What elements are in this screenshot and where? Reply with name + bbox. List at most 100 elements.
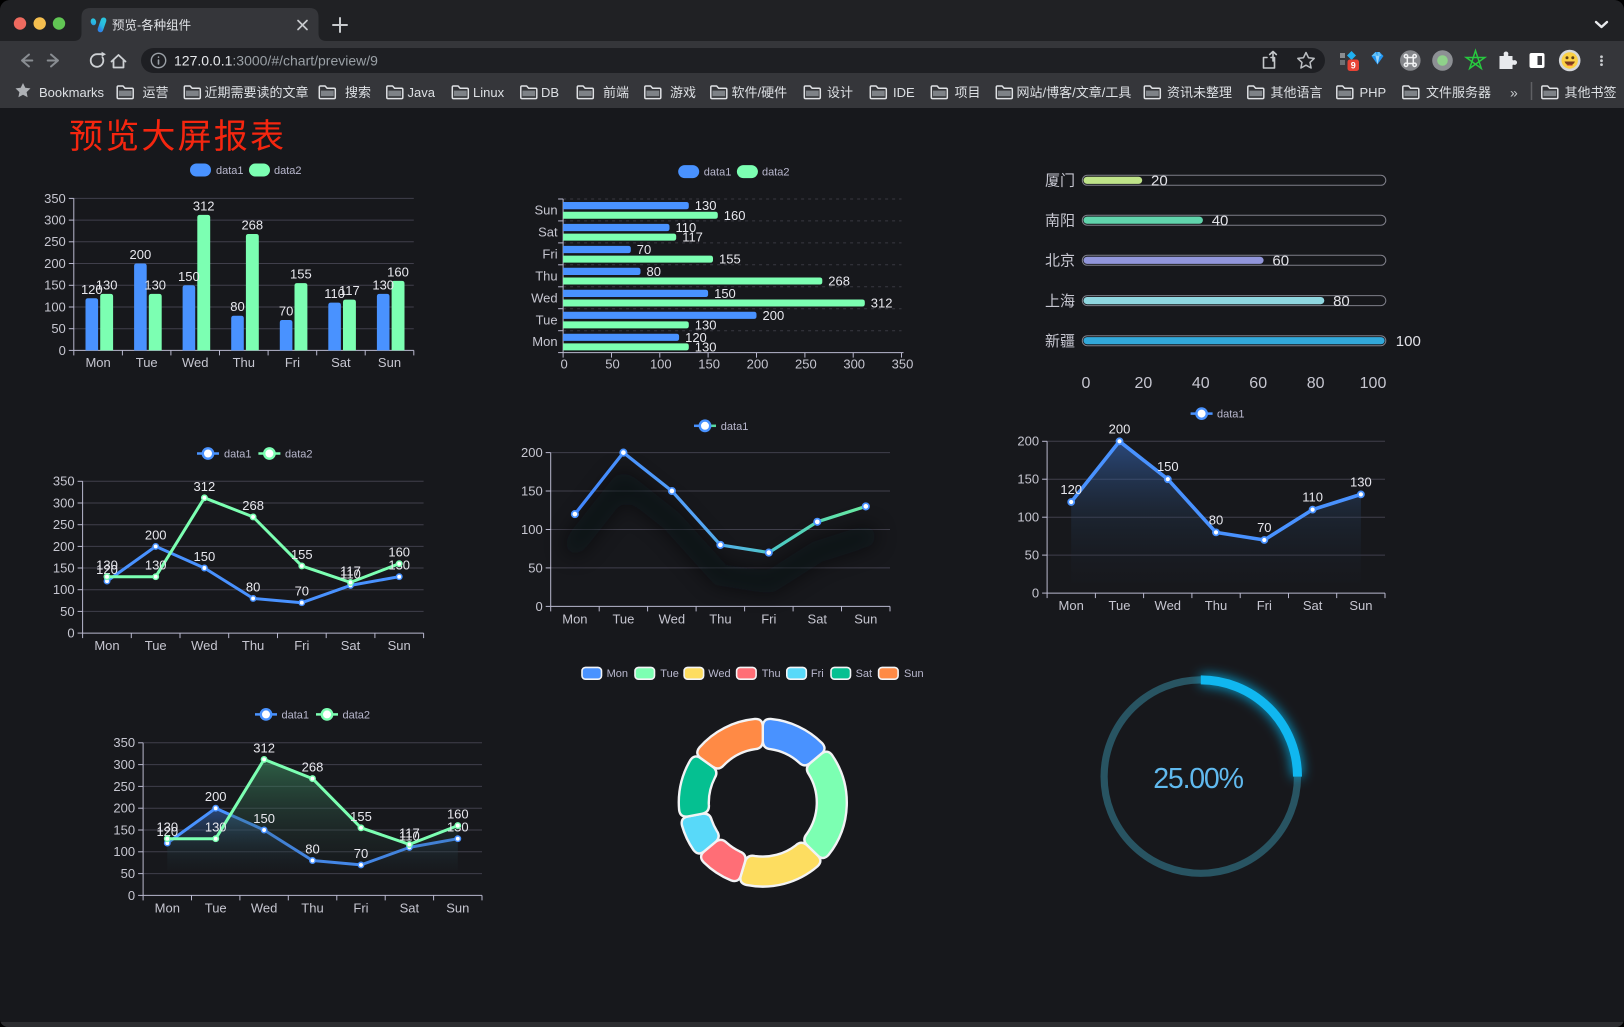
svg-text:data1: data1	[282, 710, 310, 722]
svg-text:117: 117	[339, 283, 360, 298]
svg-text:200: 200	[130, 247, 152, 262]
svg-text:Mon: Mon	[532, 334, 557, 349]
svg-text:150: 150	[1017, 472, 1039, 487]
svg-text:100: 100	[521, 522, 543, 537]
svg-text:312: 312	[193, 198, 215, 213]
svg-text:130: 130	[205, 820, 227, 835]
svg-text:300: 300	[113, 757, 135, 772]
svg-text:50: 50	[605, 357, 619, 372]
svg-text:250: 250	[44, 234, 66, 249]
svg-text:70: 70	[354, 846, 368, 861]
svg-text:Tue: Tue	[1109, 598, 1131, 613]
svg-text:Sat: Sat	[856, 668, 873, 680]
svg-text:Mon: Mon	[155, 900, 180, 915]
svg-text:60: 60	[1249, 375, 1267, 392]
svg-text:Thu: Thu	[301, 900, 323, 915]
svg-text:Thu: Thu	[762, 668, 781, 680]
svg-text:0: 0	[535, 599, 542, 614]
svg-text:IDE: IDE	[893, 85, 915, 100]
svg-text:Sun: Sun	[446, 900, 469, 915]
svg-text:Mon: Mon	[607, 668, 628, 680]
svg-text:DB: DB	[541, 85, 559, 100]
svg-text:Wed: Wed	[1155, 598, 1182, 613]
svg-text:200: 200	[1017, 434, 1039, 449]
svg-text:110: 110	[324, 286, 345, 301]
svg-text:130: 130	[145, 558, 167, 573]
svg-text:150: 150	[698, 357, 720, 372]
svg-text:其他书签: 其他书签	[1565, 85, 1617, 100]
svg-text:150: 150	[44, 278, 66, 293]
svg-text:200: 200	[53, 539, 75, 554]
svg-text:软件/硬件: 软件/硬件	[732, 85, 788, 100]
svg-text:312: 312	[253, 740, 275, 755]
svg-text:150: 150	[1157, 459, 1179, 474]
svg-text:Fri: Fri	[353, 900, 368, 915]
svg-text:Sun: Sun	[1349, 598, 1372, 613]
svg-text:130: 130	[695, 318, 717, 333]
svg-text:0: 0	[560, 357, 567, 372]
svg-text:155: 155	[350, 809, 372, 824]
svg-text:Sun: Sun	[534, 203, 557, 218]
svg-text:80: 80	[647, 264, 661, 279]
svg-text:350: 350	[892, 357, 914, 372]
svg-text:110: 110	[399, 828, 420, 843]
svg-text:北京: 北京	[1045, 253, 1075, 270]
svg-text:Tue: Tue	[660, 668, 679, 680]
svg-text:0: 0	[1032, 586, 1039, 601]
svg-text:200: 200	[763, 308, 785, 323]
svg-text:130: 130	[96, 558, 118, 573]
svg-text:70: 70	[637, 242, 651, 257]
svg-text:120: 120	[156, 824, 178, 839]
svg-text:350: 350	[44, 191, 66, 206]
svg-text:312: 312	[194, 479, 216, 494]
svg-text:Java: Java	[408, 85, 436, 100]
svg-text:Wed: Wed	[191, 638, 218, 653]
svg-text:PHP: PHP	[1360, 85, 1387, 100]
svg-text:Mon: Mon	[562, 611, 587, 626]
svg-text:Sat: Sat	[1303, 598, 1323, 613]
svg-text:资讯未整理: 资讯未整理	[1167, 85, 1232, 100]
svg-text:Linux: Linux	[473, 85, 505, 100]
svg-text:160: 160	[447, 807, 469, 822]
svg-text:268: 268	[828, 274, 850, 289]
svg-text:120: 120	[81, 282, 103, 297]
svg-text:data1: data1	[216, 165, 244, 177]
svg-text:150: 150	[178, 269, 200, 284]
svg-text:Thu: Thu	[709, 611, 731, 626]
svg-text:80: 80	[230, 299, 244, 314]
svg-text:100: 100	[113, 844, 135, 859]
svg-text:100: 100	[1396, 333, 1421, 350]
svg-text:Sun: Sun	[904, 668, 924, 680]
svg-text:Wed: Wed	[531, 290, 558, 305]
svg-text:Sat: Sat	[331, 355, 351, 370]
svg-text:130: 130	[695, 198, 717, 213]
svg-text:Fri: Fri	[1257, 598, 1272, 613]
svg-text:data2: data2	[762, 167, 790, 179]
svg-text:前端: 前端	[603, 85, 629, 100]
svg-text:70: 70	[1257, 520, 1271, 535]
svg-text:近期需要读的文章: 近期需要读的文章	[205, 85, 309, 100]
svg-text:110: 110	[676, 220, 697, 235]
svg-text:117: 117	[340, 563, 361, 578]
svg-text:Thu: Thu	[535, 268, 557, 283]
svg-text:Tue: Tue	[536, 312, 558, 327]
svg-text:新疆: 新疆	[1045, 333, 1075, 350]
svg-text:155: 155	[719, 252, 741, 267]
svg-text:120: 120	[1060, 482, 1082, 497]
svg-text:Tue: Tue	[612, 611, 634, 626]
svg-text:80: 80	[305, 842, 319, 857]
svg-text:0: 0	[67, 626, 74, 641]
svg-text:Wed: Wed	[708, 668, 730, 680]
svg-text:20: 20	[1151, 173, 1168, 190]
svg-text:50: 50	[121, 866, 135, 881]
svg-text:Thu: Thu	[233, 355, 255, 370]
svg-text:300: 300	[53, 495, 75, 510]
svg-text:Sat: Sat	[341, 638, 361, 653]
svg-text:项目: 项目	[955, 85, 981, 100]
svg-text:预览-各种组件: 预览-各种组件	[112, 18, 191, 33]
svg-text:设计: 设计	[827, 85, 853, 100]
svg-text:游戏: 游戏	[670, 85, 696, 100]
svg-text:data1: data1	[704, 167, 732, 179]
svg-text:150: 150	[714, 286, 736, 301]
svg-text:50: 50	[60, 604, 74, 619]
